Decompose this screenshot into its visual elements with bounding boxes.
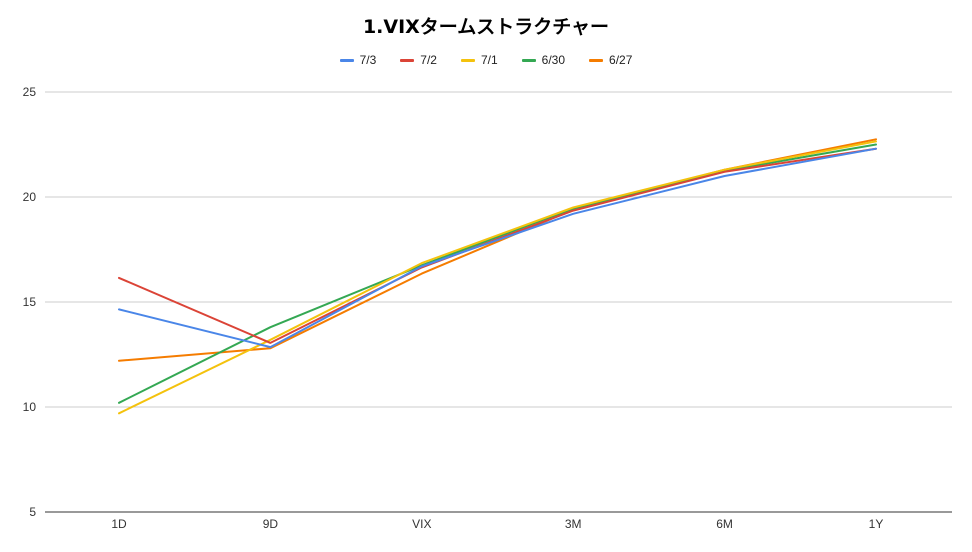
legend-label: 6/30 xyxy=(541,53,566,67)
legend-label: 7/2 xyxy=(420,53,437,67)
legend-swatch xyxy=(339,58,354,62)
legend-item[interactable]: 7/1 xyxy=(460,53,498,67)
legend-swatch xyxy=(589,58,604,62)
legend-item[interactable]: 6/30 xyxy=(521,53,566,67)
series-line-7/3 xyxy=(118,147,877,349)
x-tick-label: 9D xyxy=(263,517,279,531)
x-tick-label: 1Y xyxy=(869,517,884,531)
legend-label: 7/1 xyxy=(480,53,498,67)
series-line-6/30 xyxy=(118,143,877,404)
legend-item[interactable]: 6/27 xyxy=(589,53,632,67)
series-line-7/1 xyxy=(118,140,877,415)
y-tick-label: 10 xyxy=(23,400,37,414)
legend-swatch xyxy=(521,58,536,62)
x-tick-label: 3M xyxy=(565,517,582,531)
y-tick-label: 5 xyxy=(29,505,36,519)
legend-label: 7/3 xyxy=(359,53,377,67)
legend-swatch xyxy=(460,58,475,62)
chart-title: 1.VIXタームストラクチャー xyxy=(362,16,610,38)
y-tick-label: 15 xyxy=(23,295,37,309)
y-tick-label: 25 xyxy=(23,85,37,99)
legend-item[interactable]: 7/3 xyxy=(339,53,377,67)
legend-item[interactable]: 7/2 xyxy=(400,53,437,67)
legend-swatch xyxy=(400,58,415,62)
x-tick-label: VIX xyxy=(412,517,431,531)
series-line-7/2 xyxy=(118,147,877,344)
legend-label: 6/27 xyxy=(609,53,633,67)
legend: 7/3 7/2 7/1 6/30 6/27 xyxy=(0,53,972,67)
x-tick-label: 6M xyxy=(716,517,733,531)
y-tick-label: 20 xyxy=(23,190,37,204)
x-tick-label: 1D xyxy=(111,517,127,531)
